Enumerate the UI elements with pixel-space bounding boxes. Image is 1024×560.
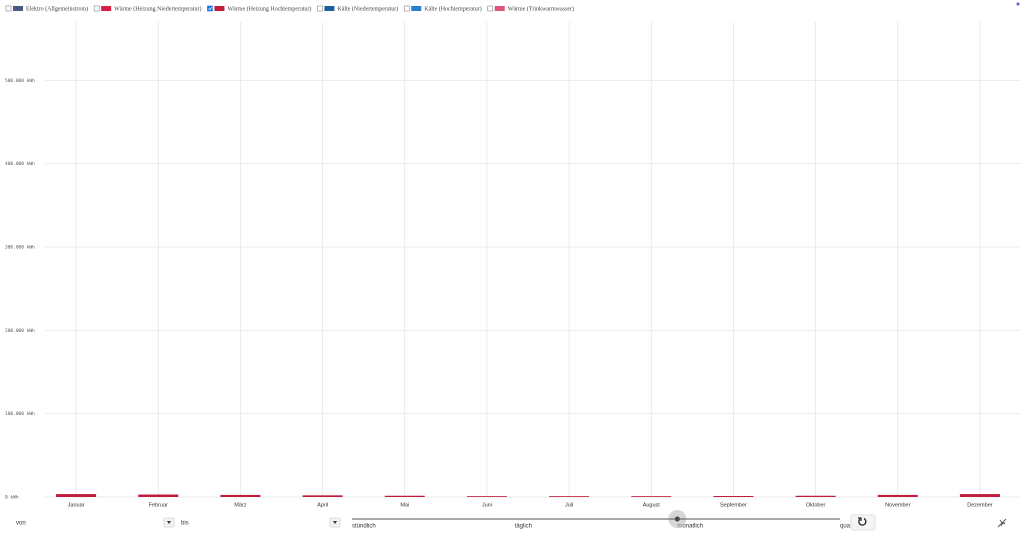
legend-swatch: [13, 6, 23, 11]
y-tick-label: 200.000 kWh: [5, 328, 35, 334]
legend-checkbox[interactable]: [5, 5, 12, 12]
bar: [138, 494, 179, 497]
dropdown-arrow: [167, 521, 171, 524]
legend-checkbox[interactable]: [207, 5, 213, 12]
controls: von bis: [16, 514, 1007, 531]
slider-option[interactable]: täglich: [515, 524, 532, 530]
y-tick-label: 300.000 kWh: [5, 245, 35, 251]
bar: [549, 496, 590, 497]
legend-swatch: [324, 6, 335, 11]
bar: [795, 495, 836, 497]
legend-swatch: [101, 6, 112, 11]
y-tick-label: 400.000 kWh: [5, 161, 35, 167]
y-tick-label: 500.000 kWh: [5, 78, 35, 84]
bar: [713, 496, 754, 497]
legend-label: Wärme (Heizung Hochtemperatur): [227, 5, 311, 12]
legend-label: Elektro (Allgemeinstrom): [26, 5, 88, 12]
slider-option[interactable]: quar: [840, 524, 852, 530]
x-tick-label: Oktober: [806, 502, 826, 508]
bar: [220, 494, 261, 497]
x-tick-label: Juli: [565, 502, 573, 508]
collapse-icon[interactable]: [997, 518, 1007, 528]
bar: [384, 495, 425, 497]
reset-button[interactable]: [850, 514, 876, 531]
bar: [466, 496, 507, 497]
legend-checkbox[interactable]: [487, 5, 494, 12]
slider-option[interactable]: monatlich: [677, 524, 703, 530]
x-tick-label: Mai: [400, 502, 409, 508]
x-tick-label: Dezember: [967, 502, 993, 508]
reset-icon: [858, 517, 867, 526]
from-label: von: [16, 521, 26, 527]
bar: [877, 494, 918, 497]
legend-checkbox[interactable]: [403, 5, 410, 12]
dropdown-arrow: [333, 521, 337, 524]
y-tick-label: 100.000 kWh: [5, 411, 35, 417]
legend-swatch: [214, 6, 225, 11]
legend-checkbox[interactable]: [93, 5, 100, 12]
legend-label: Wärme (Trinkwarmwasser): [508, 5, 574, 12]
slider-option[interactable]: stündlich: [352, 524, 376, 530]
reset-icon: [858, 517, 862, 521]
y-tick-label: 0 kWh: [5, 495, 19, 501]
legend-label: Kälte (Niedertemperatur): [337, 5, 398, 12]
x-tick-label: Januar: [68, 502, 85, 508]
x-tick-label: April: [317, 502, 328, 508]
to-label: bis: [181, 521, 189, 527]
x-tick-label: August: [643, 502, 661, 508]
legend-swatch: [411, 6, 422, 11]
x-tick-label: Juni: [482, 502, 492, 508]
status-dot: [1016, 2, 1020, 6]
x-tick-label: November: [885, 502, 911, 508]
legend-swatch: [494, 6, 505, 11]
legend-label: Kälte (Hochtemperatur): [424, 5, 481, 12]
bar: [302, 495, 343, 497]
x-tick-label: Februar: [149, 502, 168, 508]
bar: [631, 496, 672, 497]
x-tick-label: September: [720, 502, 747, 508]
x-tick-label: März: [234, 502, 246, 508]
legend-checkbox[interactable]: [317, 5, 323, 12]
legend-label: Wärme (Heizung Niedertemperatur): [114, 5, 201, 12]
bar: [56, 494, 97, 497]
check-mark: [208, 6, 213, 11]
bar: [959, 494, 1000, 497]
